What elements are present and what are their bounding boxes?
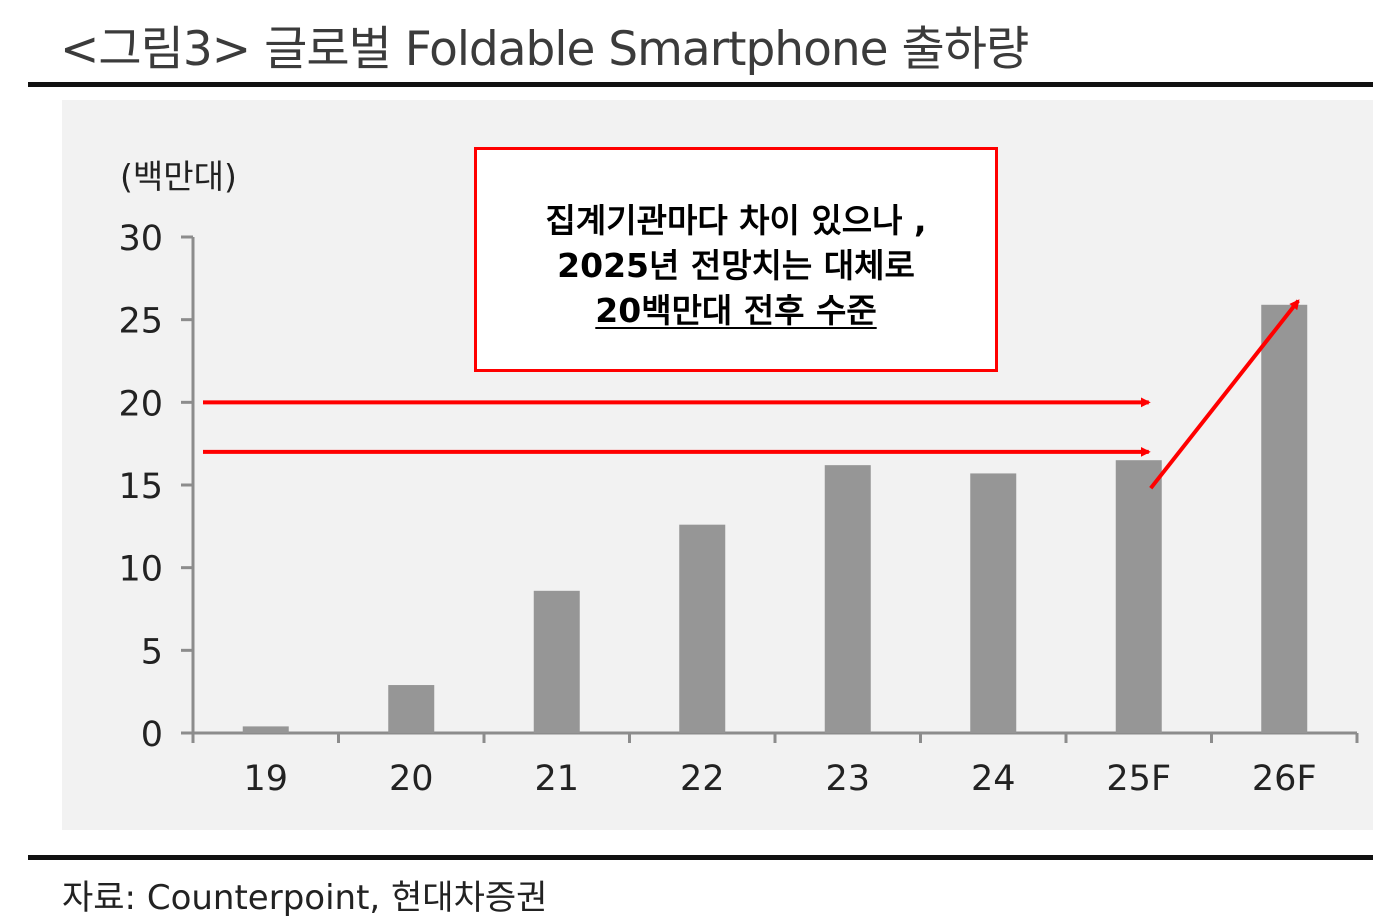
x-tick-label: 22 <box>680 759 725 799</box>
x-tick-label: 20 <box>389 759 434 799</box>
bar-20 <box>388 685 435 733</box>
y-tick-label: 25 <box>118 302 163 342</box>
source-note: 자료: Counterpoint, 현대차증권 <box>62 878 548 918</box>
annotation-line-1: 집계기관마다 차이 있으나 , <box>545 201 927 240</box>
growth-arrow <box>1149 299 1300 490</box>
y-tick-label: 15 <box>118 467 163 507</box>
y-tick-label: 0 <box>141 715 163 755</box>
annotation-arrows <box>203 299 1300 490</box>
x-tick-label: 19 <box>243 759 288 799</box>
x-tick-label: 23 <box>825 759 870 799</box>
annotation-box: 집계기관마다 차이 있으나 , 2025년 전망치는 대체로 20백만대 전후 … <box>474 147 998 372</box>
bar-24 <box>970 473 1017 733</box>
bars <box>242 304 1308 733</box>
bar-26F <box>1261 304 1308 733</box>
x-tick-label: 25F <box>1106 759 1171 799</box>
bar-19 <box>242 726 289 733</box>
y-axis: 0 5 10 15 20 25 30 <box>118 219 195 755</box>
annotation-line-2: 2025년 전망치는 대체로 <box>557 246 915 285</box>
y-tick-label: 5 <box>141 632 163 672</box>
bar-25F <box>1115 460 1162 733</box>
bar-22 <box>679 524 726 733</box>
y-tick-label: 10 <box>118 550 163 590</box>
x-tick-label: 24 <box>971 759 1016 799</box>
x-tick-label: 26F <box>1252 759 1317 799</box>
annotation-line-3: 20백만대 전후 수준 <box>595 291 877 330</box>
top-rule <box>28 82 1373 87</box>
bar-23 <box>824 465 871 733</box>
x-axis: 19 20 21 22 23 24 25F 26F <box>191 731 1359 799</box>
bar-21 <box>533 590 580 733</box>
figure-title: <그림3> 글로벌 Foldable Smartphone 출하량 <box>60 22 1029 77</box>
y-tick-label: 20 <box>118 384 163 424</box>
y-axis-unit-label: (백만대) <box>120 157 237 196</box>
x-tick-label: 21 <box>534 759 579 799</box>
y-tick-label: 30 <box>118 219 163 259</box>
bottom-rule <box>28 855 1373 860</box>
